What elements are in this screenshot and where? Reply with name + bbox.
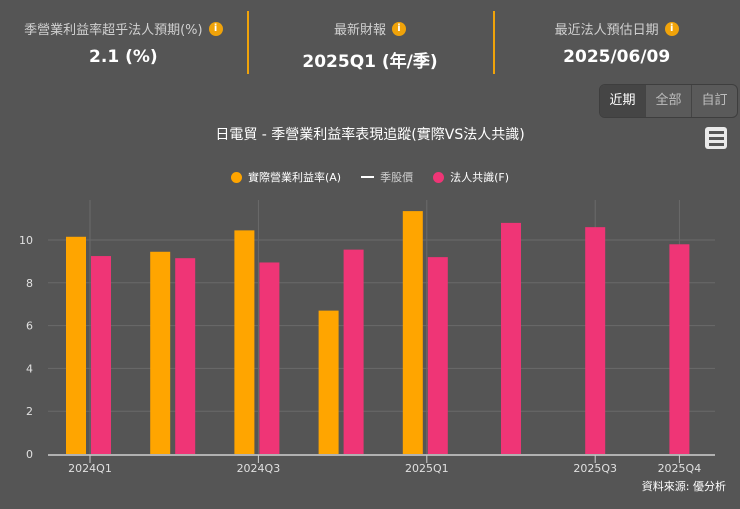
bar-consensus[interactable] bbox=[501, 222, 521, 454]
info-icon[interactable]: i bbox=[664, 21, 679, 36]
y-tick-label: 0 bbox=[26, 448, 33, 461]
legend-line-icon bbox=[361, 176, 375, 178]
kpi-value: 2.1 (%) bbox=[89, 47, 158, 67]
legend-consensus[interactable]: 法人共識(F) bbox=[433, 169, 509, 185]
x-tick-label: 2025Q4 bbox=[658, 462, 702, 475]
kpi-value: 2025Q1 (年/季) bbox=[302, 52, 438, 72]
kpi-label: 最近法人預估日期 bbox=[554, 23, 659, 38]
bar-consensus[interactable] bbox=[427, 257, 448, 454]
x-tick-label: 2024Q1 bbox=[68, 462, 112, 475]
kpi-estimate-date: 最近法人預估日期 i 2025/06/09 bbox=[493, 0, 740, 80]
kpi-value: 2025/06/09 bbox=[563, 47, 671, 67]
kpi-row: 季營業利益率超乎法人預期(%) i 2.1 (%) 最新財報 i 2025Q1 … bbox=[0, 0, 740, 80]
bar-consensus[interactable] bbox=[259, 262, 280, 454]
kpi-beat-expectation: 季營業利益率超乎法人預期(%) i 2.1 (%) bbox=[0, 0, 247, 80]
bar-actual[interactable] bbox=[66, 236, 86, 454]
bar-consensus[interactable] bbox=[91, 256, 111, 454]
kpi-label: 季營業利益率超乎法人預期(%) bbox=[24, 23, 203, 38]
legend-dot-icon bbox=[433, 171, 445, 183]
info-icon[interactable]: i bbox=[392, 21, 407, 36]
data-source: 資料來源: 優分析 bbox=[641, 480, 726, 493]
legend-label: 季股價 bbox=[380, 171, 414, 184]
x-tick-label: 2024Q3 bbox=[237, 462, 281, 475]
x-tick-label: 2025Q3 bbox=[573, 462, 617, 475]
hamburger-menu-icon[interactable] bbox=[705, 127, 727, 149]
bar-consensus[interactable] bbox=[585, 227, 606, 454]
bar-consensus[interactable] bbox=[669, 244, 690, 454]
x-tick-label: 2025Q1 bbox=[405, 462, 449, 475]
y-tick-label: 10 bbox=[19, 234, 33, 247]
y-tick-label: 8 bbox=[26, 277, 33, 290]
legend-price[interactable]: 季股價 bbox=[361, 169, 413, 185]
legend-dot-icon bbox=[230, 171, 242, 183]
legend-label: 法人共識(F) bbox=[450, 171, 510, 184]
range-recent-button[interactable]: 近期 bbox=[600, 85, 645, 117]
chart-legend: 實際營業利益率(A) 季股價 法人共識(F) bbox=[0, 169, 740, 185]
legend-actual[interactable]: 實際營業利益率(A) bbox=[230, 169, 342, 185]
kpi-latest-report: 最新財報 i 2025Q1 (年/季) bbox=[246, 0, 494, 80]
legend-label: 實際營業利益率(A) bbox=[247, 171, 342, 184]
kpi-label: 最新財報 bbox=[334, 23, 387, 38]
info-icon[interactable]: i bbox=[208, 21, 223, 36]
bar-consensus[interactable] bbox=[175, 258, 196, 454]
y-tick-label: 4 bbox=[26, 362, 33, 375]
range-custom-button[interactable]: 自訂 bbox=[691, 85, 737, 117]
bar-actual[interactable] bbox=[150, 251, 171, 454]
bar-actual[interactable] bbox=[234, 230, 255, 454]
range-selector: 近期 全部 自訂 bbox=[599, 84, 738, 118]
bar-actual[interactable] bbox=[318, 310, 339, 454]
bar-actual[interactable] bbox=[402, 211, 423, 454]
chart-title: 日電貿 - 季營業利益率表現追蹤(實際VS法人共識) bbox=[215, 127, 525, 143]
y-tick-label: 2 bbox=[26, 405, 33, 418]
range-all-button[interactable]: 全部 bbox=[645, 85, 691, 117]
bar-consensus[interactable] bbox=[343, 249, 364, 454]
y-tick-label: 6 bbox=[26, 320, 33, 333]
